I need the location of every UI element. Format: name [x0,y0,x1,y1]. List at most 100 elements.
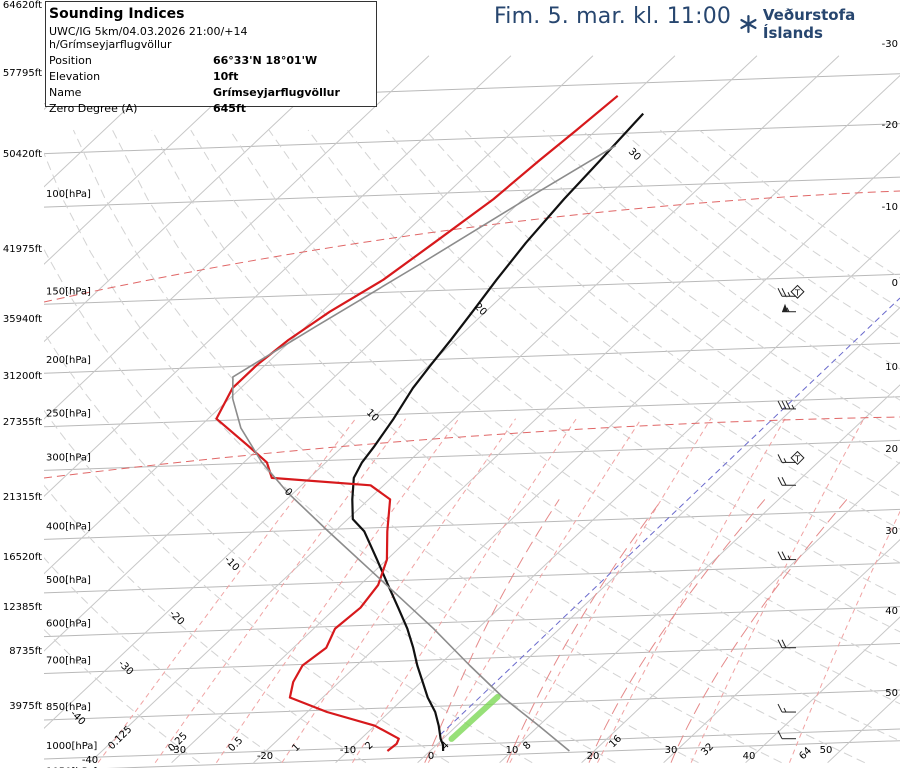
sounding-indices-title: Sounding Indices [49,6,185,22]
isotherm-line [44,55,184,188]
mixing-ratio-label: 32 [699,741,716,758]
dry-adiabat-line [151,129,900,742]
right-scale-label: -30 [882,39,898,50]
isotherm-line [335,229,900,764]
isobar-line [44,273,900,305]
isotherm-line [827,693,900,764]
mixing-ratio-label: 2 [363,740,375,752]
wind-barb-feather [781,477,787,486]
mixing-ratio-label: 1 [290,742,302,754]
isotherm-line [581,461,900,764]
dry-adiabat-line [229,129,900,668]
info-value: 66°33'N 18°01'W [213,54,318,67]
altitude-label: 27355ft [3,417,42,428]
bottom-temperature-label: 50 [820,745,833,756]
mixing-ratio-label: 0.5 [226,735,245,754]
info-row-zero-degree: Zero Degree (A) 645ft [49,101,373,117]
wind-barb-feather [781,639,787,648]
dewpoint-profile-line [215,94,619,752]
altitude-label: 57795ft [3,68,42,79]
mixing-ratio-label: 64 [797,745,814,762]
pressure-label: 700[hPa] [46,656,91,667]
dry-adiabat-line [44,628,200,764]
right-scale-label: -10 [882,202,898,213]
altitude-label: 3975ft [9,701,42,712]
info-label: Name [49,86,82,99]
dry-adiabat-line [464,129,900,465]
altitude-label: 16520ft [3,552,42,563]
isotherm-line [253,152,900,764]
pressure-label: 100[hPa] [46,189,91,200]
info-row-position: Position 66°33'N 18°01'W [49,53,373,69]
wind-barb-marker [790,284,805,299]
bottom-temperature-label: -40 [82,755,98,766]
wind-barb-feather [777,730,783,739]
bottom-temperature-label: 20 [587,751,600,762]
isotherm-label: 10 [364,407,381,424]
isotherm-line [171,74,900,764]
isobar-line [44,562,900,594]
isobar-line [44,176,900,208]
right-scale-label: 50 [885,688,898,699]
dry-adiabat-line [44,484,367,764]
dry-adiabat-line [503,129,900,433]
pressure-label: 500[hPa] [46,575,91,586]
dry-adiabat-line [44,557,283,764]
isobar-line [44,396,900,428]
bottom-temperature-label: -30 [170,745,186,756]
mixing-ratio-line [690,418,865,763]
mixing-ratio-label: 0.125 [106,724,134,752]
bottom-temperature-label: 0 [428,751,434,762]
wind-barb-half-feather [791,404,795,410]
pressure-label: 300[hPa] [46,452,91,463]
pressure-label: 200[hPa] [46,355,91,366]
info-value: 10ft [213,70,239,83]
moist-adiabat-line [588,499,766,763]
wind-barb-feather [777,639,783,648]
surface-parcel-marker [448,693,501,742]
isotherm-line [44,55,512,497]
mixing-ratio-label: 4 [439,740,451,752]
isotherm-line [745,616,900,764]
altitude-label: 41975ft [3,244,42,255]
parcel-path-line [231,144,617,752]
isotherm-line [44,55,676,652]
moist-adiabat-line [424,499,560,763]
mixing-ratio-line [97,418,356,763]
bottom-temperature-label: 10 [506,745,519,756]
mixing-ratio-line [427,418,642,763]
mixing-ratio-line [789,510,900,763]
altitude-label: 35940ft [3,314,42,325]
brand-logo: Veðurstofa Íslands [738,6,900,42]
pressure-label: 1000[hPa] [46,741,97,752]
mixing-ratio-line [597,418,786,763]
wind-barb-half-feather [787,555,791,560]
wind-barb-half-feather [783,458,787,463]
wind-barb-half-feather [786,307,790,312]
info-value: 645ft [213,102,247,115]
wind-barb-half-feather [783,707,787,713]
wind-barb-feather [781,551,787,560]
snowflake-logo-icon [740,15,757,33]
bottom-temperature-label: -20 [257,751,273,762]
pressure-label: 1050[hPa] [46,767,97,768]
wind-barb-marker-label: T [794,288,800,297]
info-label: Position [49,54,92,67]
right-scale-label: 40 [885,606,898,617]
right-scale-label: 20 [885,444,898,455]
isotherm-line [44,55,348,343]
isotherm-line [44,55,266,265]
mixing-ratio-line [281,418,517,763]
bottom-temperature-label: 40 [743,751,756,762]
pressure-label: 250[hPa] [46,409,91,420]
brand-name: Veðurstofa Íslands [762,6,856,42]
isobar-line [44,439,900,471]
wind-barb-feather [785,400,791,410]
wind-barb-feather [777,703,783,713]
pressure-label: 150[hPa] [46,286,91,297]
dry-adiabat-line [620,129,900,339]
pressure-label: 400[hPa] [46,521,91,532]
altitude-label: 8735ft [9,646,42,657]
altitude-label: 50420ft [3,149,42,160]
